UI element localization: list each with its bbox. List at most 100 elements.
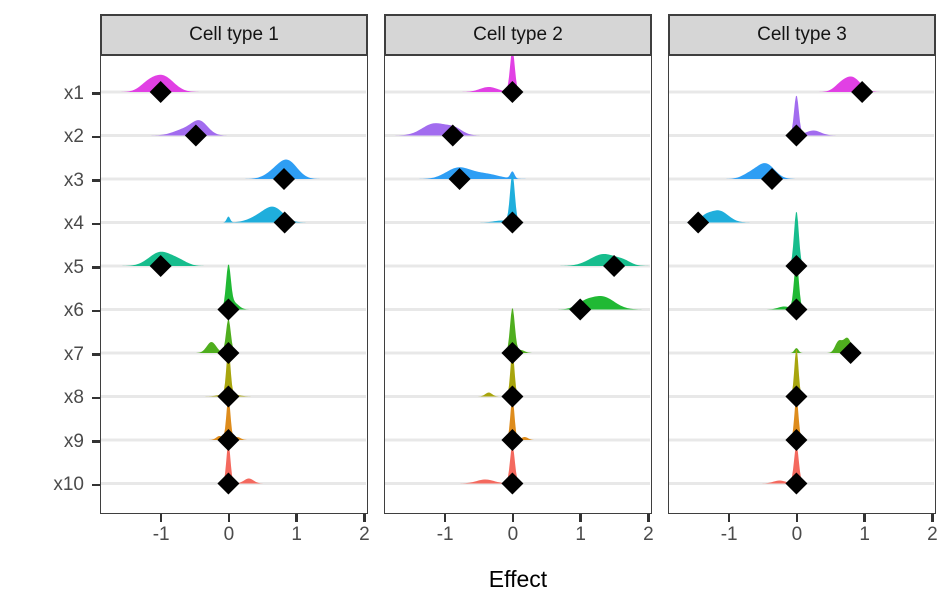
density-x6	[101, 264, 366, 310]
panel-canvas-0	[101, 74, 366, 495]
facet-panel-cell-type-1: Cell type 1 -1 0 1 2	[100, 14, 370, 552]
density-x2	[669, 95, 934, 136]
x-axis-tick	[795, 514, 799, 522]
estimate-diamond-x5	[603, 255, 626, 277]
y-axis-tick	[92, 309, 100, 313]
y-axis-tick	[92, 396, 100, 400]
density-x8	[669, 349, 934, 397]
y-axis-label-x2: x2	[63, 126, 84, 147]
density-x9	[385, 398, 650, 440]
density-x4	[385, 174, 650, 223]
facet-strip-label: Cell type 3	[757, 24, 847, 45]
facet-strip: Cell type 2	[384, 14, 652, 56]
facet-panel-cell-type-2: Cell type 2 -1 0 1 2	[384, 14, 654, 552]
density-x5	[385, 253, 650, 266]
x-axis-tick-label: 0	[223, 524, 235, 545]
estimate-diamond-x3	[448, 168, 471, 190]
x-axis-tick	[863, 514, 866, 522]
estimate-diamond-x1	[851, 81, 874, 103]
x-axis-tick-label: 2	[643, 524, 654, 545]
estimate-diamond-x9	[217, 429, 240, 451]
density-x7	[669, 337, 934, 353]
x-axis-tick	[931, 514, 934, 522]
x-axis-tick	[579, 514, 582, 522]
x-axis-tick-label: 0	[507, 524, 519, 545]
estimate-diamond-x7	[217, 342, 240, 364]
density-x3	[669, 163, 934, 179]
estimate-diamond-x3	[272, 168, 295, 190]
estimate-diamond-x10	[785, 472, 808, 495]
estimate-diamond-x1	[501, 81, 524, 103]
y-axis-label-x4: x4	[63, 213, 84, 234]
estimate-diamond-x8	[217, 385, 240, 408]
x-axis-tick-label: 0	[791, 524, 803, 545]
facet-strip-label: Cell type 1	[189, 24, 279, 45]
estimate-diamond-x6	[217, 298, 240, 321]
estimate-diamond-x5	[149, 255, 172, 277]
x-axis-tick	[443, 514, 447, 522]
density-x2	[385, 123, 650, 136]
x-axis-tick-label: -1	[152, 524, 170, 545]
panel-canvas-1	[385, 56, 650, 495]
x-axis-tick	[159, 514, 163, 522]
y-axis-label-x5: x5	[63, 256, 84, 278]
estimate-diamond-x8	[501, 385, 524, 408]
x-axis-tick-label: -1	[720, 524, 738, 545]
panel-plot-region	[668, 56, 936, 514]
y-axis-tick	[92, 440, 100, 443]
x-axis-tick-label: 2	[359, 524, 370, 545]
estimate-diamond-x6	[569, 298, 592, 321]
density-x9	[669, 398, 934, 440]
estimate-diamond-x5	[785, 255, 808, 277]
y-axis: x1 x2 x3 x4 x5 x6 x7 x8 x9 x10	[0, 14, 100, 528]
estimate-diamond-x7	[839, 342, 862, 364]
y-axis-label-x9: x9	[63, 430, 84, 452]
estimate-diamond-x4	[501, 211, 524, 234]
y-axis-tick	[92, 179, 100, 182]
density-x1	[669, 76, 934, 92]
x-axis-tick	[227, 514, 231, 522]
estimate-diamond-x10	[501, 472, 524, 495]
density-x4	[101, 206, 366, 223]
y-axis-label-x3: x3	[63, 169, 84, 191]
x-axis-tick-label: -1	[436, 524, 454, 545]
y-axis-label-x6: x6	[63, 300, 84, 321]
x-axis-tick	[295, 514, 298, 522]
density-x2	[101, 120, 366, 136]
estimate-diamond-x2	[785, 124, 808, 147]
x-axis-panel-2: -1 0 1 2	[668, 514, 938, 552]
estimate-diamond-x10	[217, 472, 240, 495]
y-axis-tick	[92, 266, 100, 269]
facet-strip-label: Cell type 2	[473, 24, 563, 45]
y-axis-tick	[92, 92, 100, 95]
y-axis-label-x7: x7	[63, 343, 84, 365]
x-axis-tick	[511, 514, 515, 522]
x-axis-title: Effect	[488, 566, 548, 592]
density-x7	[385, 308, 650, 353]
panel-plot-region	[100, 56, 368, 514]
estimate-diamond-x4	[687, 211, 710, 234]
density-x8	[385, 352, 650, 397]
estimate-diamond-x8	[785, 385, 808, 408]
density-x3	[385, 167, 650, 179]
density-x6	[385, 296, 650, 310]
facet-strip: Cell type 3	[668, 14, 936, 56]
panel-canvas-2	[669, 76, 934, 495]
y-axis-label-x1: x1	[63, 82, 84, 104]
estimate-diamond-x6	[785, 298, 808, 321]
y-axis-tick	[92, 353, 100, 356]
x-axis-tick	[647, 514, 650, 522]
estimate-diamond-x3	[761, 168, 784, 190]
facet-panels: Cell type 1 -1 0 1 2 Cell type 2 -1 0 1 2 Cell	[100, 14, 938, 552]
facet-strip: Cell type 1	[100, 14, 368, 56]
estimate-diamond-x4	[273, 211, 296, 234]
x-axis-tick	[727, 514, 731, 522]
facet-panel-cell-type-3: Cell type 3 -1 0 1 2	[668, 14, 938, 552]
estimate-diamond-x9	[501, 429, 524, 451]
y-axis-tick	[92, 135, 100, 139]
density-x9	[101, 398, 366, 440]
density-x5	[101, 251, 366, 266]
density-x3	[101, 159, 366, 179]
density-x1	[101, 74, 366, 92]
